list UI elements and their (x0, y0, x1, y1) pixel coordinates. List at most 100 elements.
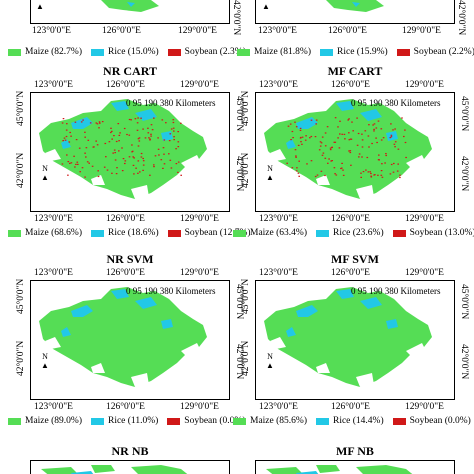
legend-swatch-rice (90, 417, 104, 425)
soybean-pixel (170, 128, 173, 130)
soybean-pixel (321, 154, 324, 156)
soybean-pixel (118, 140, 120, 142)
maize-area (264, 287, 432, 387)
top-partial-right-map (255, 0, 455, 24)
soybean-pixel (342, 169, 344, 171)
soybean-pixel (405, 156, 407, 159)
soybean-pixel (149, 139, 151, 141)
soybean-pixel (180, 122, 182, 124)
soybean-pixel (299, 127, 302, 129)
soybean-pixel (62, 118, 65, 120)
soybean-pixel (370, 175, 372, 177)
axis-lon-top-1: 123°0'0"E (34, 80, 73, 90)
soybean-pixel (61, 163, 64, 165)
soybean-pixel (319, 141, 322, 143)
soybean-pixel (134, 118, 137, 120)
soybean-pixel (97, 170, 99, 172)
soybean-pixel (329, 149, 332, 151)
soybean-pixel (296, 167, 298, 169)
top-right-axis-lon-1: 123°0'0"E (258, 26, 297, 36)
map-frame-nr-cart (30, 92, 230, 212)
soybean-pixel (295, 170, 298, 172)
soybean-pixel (92, 146, 95, 148)
legend-item-soybean: Soybean (13.0%) (392, 228, 474, 238)
soybean-pixel (170, 167, 173, 169)
axis-lon-top-1: 123°0'0"E (34, 268, 73, 278)
soybean-pixel (356, 117, 358, 119)
soybean-pixel (324, 132, 327, 134)
soybean-pixel (64, 139, 67, 141)
soybean-pixel (158, 154, 160, 156)
axis-lon-bottom-2: 126°0'0"E (331, 402, 370, 412)
rice-area (286, 327, 296, 337)
soybean-pixel (124, 160, 127, 162)
soybean-pixel (351, 121, 353, 123)
soybean-pixel (330, 160, 332, 162)
maize-area (39, 99, 207, 199)
soybean-pixel (136, 122, 139, 124)
maize-area (39, 287, 207, 387)
legend-label-soybean: Soybean (0.0%) (409, 416, 471, 426)
soybean-pixel (95, 122, 98, 124)
soybean-pixel (380, 139, 383, 141)
soybean-pixel (84, 152, 86, 154)
non-crop-area (316, 363, 330, 373)
soybean-pixel (177, 141, 180, 143)
soybean-pixel (89, 122, 92, 124)
soybean-pixel (289, 123, 292, 125)
legend-item-maize: Maize (89.0%) (8, 416, 82, 426)
soybean-pixel (319, 145, 322, 147)
soybean-pixel (157, 137, 159, 139)
top-left-legend: Maize (82.7%) Rice (15.0%) Soybean (2.3%… (8, 47, 255, 57)
axis-lon-top-2: 126°0'0"E (331, 80, 370, 90)
soybean-pixel (334, 141, 337, 143)
soybean-pixel (295, 155, 297, 157)
soybean-pixel (316, 174, 319, 176)
legend-label-maize: Maize (68.6%) (25, 228, 82, 238)
soybean-pixel (342, 174, 345, 176)
rice-area (360, 109, 382, 121)
axis-lon-bottom-1: 123°0'0"E (34, 402, 73, 412)
soybean-pixel (131, 151, 133, 153)
axis-lon-bottom-1: 123°0'0"E (259, 214, 298, 224)
axis-lon-top-3: 129°0'0"E (405, 268, 444, 278)
soybean-pixel (335, 174, 338, 176)
soybean-pixel (304, 139, 307, 141)
soybean-pixel (153, 166, 155, 168)
panel-title-mf-nb: MF NB (336, 444, 374, 458)
soybean-pixel (399, 176, 401, 179)
soybean-pixel (334, 173, 336, 175)
rice-area (336, 289, 354, 299)
map-nr-svm (39, 287, 207, 387)
soybean-pixel (334, 117, 337, 119)
soybean-pixel (321, 136, 324, 138)
soybean-pixel (133, 173, 135, 175)
legend-mf-svm: Maize (85.6%) Rice (14.4%) Soybean (0.0%) (233, 416, 474, 426)
axis-lat-left-2: 42°0'0"N (241, 152, 251, 188)
soybean-pixel (392, 129, 394, 131)
soybean-pixel (333, 141, 336, 143)
soybean-pixel (177, 161, 180, 163)
soybean-pixel (165, 122, 167, 124)
non-crop-area (45, 337, 61, 349)
soybean-pixel (389, 137, 392, 139)
soybean-pixel (362, 171, 365, 173)
soybean-pixel (385, 154, 387, 157)
soybean-pixel (68, 141, 71, 143)
soybean-pixel (161, 119, 164, 121)
soybean-pixel (299, 129, 302, 131)
non-crop-area (181, 343, 201, 357)
legend-swatch-soybean (392, 229, 406, 237)
soybean-pixel (133, 157, 135, 159)
soybean-pixel (137, 172, 139, 174)
legend-item-maize: Maize (68.6%) (8, 228, 82, 238)
soybean-pixel (378, 154, 380, 156)
panel-title-mf-svm: MF SVM (331, 252, 379, 266)
soybean-pixel (322, 152, 325, 154)
soybean-pixel (138, 140, 141, 142)
north-arrow-icon: N ▲ (41, 164, 49, 182)
soybean-pixel (162, 167, 164, 169)
soybean-pixel (175, 163, 178, 165)
soybean-pixel (131, 144, 133, 146)
soybean-pixel (357, 132, 360, 135)
